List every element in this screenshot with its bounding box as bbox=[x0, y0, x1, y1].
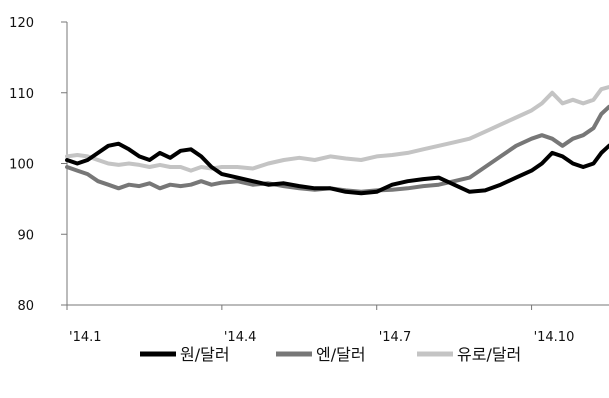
x-tick-label: '14.1 bbox=[69, 330, 102, 345]
series-line-2 bbox=[65, 85, 609, 173]
plot-area: 80 90 100 110 120 '14.1 '14.4 '14.7 '14.10 bbox=[9, 16, 609, 345]
series-line-1 bbox=[65, 104, 609, 194]
x-tick-label: '14.7 bbox=[379, 330, 412, 345]
y-tick-label: 90 bbox=[17, 228, 34, 243]
series-lines bbox=[65, 85, 609, 196]
legend-label-1: 엔/달러 bbox=[316, 345, 366, 364]
series-line-0 bbox=[65, 141, 609, 196]
x-tick-label: '14.10 bbox=[534, 330, 575, 345]
legend: 원/달러 엔/달러 유로/달러 bbox=[140, 345, 521, 364]
x-tick-label: '14.4 bbox=[224, 330, 257, 345]
legend-label-2: 유로/달러 bbox=[457, 345, 521, 364]
y-tick-label: 80 bbox=[17, 299, 34, 314]
y-ticks: 80 90 100 110 120 bbox=[9, 16, 67, 314]
x-ticks: '14.1 '14.4 '14.7 '14.10 bbox=[66, 305, 575, 345]
legend-label-0: 원/달러 bbox=[180, 345, 230, 364]
y-tick-label: 120 bbox=[9, 16, 34, 31]
y-tick-label: 100 bbox=[9, 158, 34, 173]
y-tick-label: 110 bbox=[9, 87, 34, 102]
